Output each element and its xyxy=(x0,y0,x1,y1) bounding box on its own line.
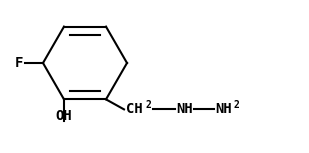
Text: NH: NH xyxy=(215,102,232,116)
Text: NH: NH xyxy=(176,102,193,116)
Text: OH: OH xyxy=(56,109,72,123)
Text: 2: 2 xyxy=(233,100,239,110)
Text: CH: CH xyxy=(126,102,143,116)
Text: F: F xyxy=(15,56,23,70)
Text: 2: 2 xyxy=(146,100,152,110)
